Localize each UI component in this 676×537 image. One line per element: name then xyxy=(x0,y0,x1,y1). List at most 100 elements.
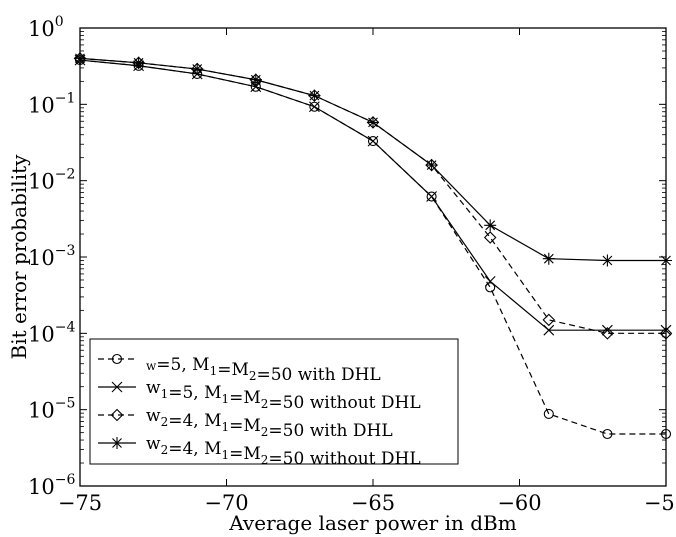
plot-marks xyxy=(73,52,673,440)
data-point xyxy=(542,252,555,265)
legend-label-part: 1 xyxy=(210,364,218,378)
legend-label-part: 2 xyxy=(261,397,269,411)
data-point xyxy=(426,191,437,202)
legend-label-part: 2 xyxy=(161,415,169,429)
legend-label-part: w xyxy=(146,359,157,373)
data-point xyxy=(132,56,145,69)
y-tick-base: 10 xyxy=(28,93,55,117)
legend-label-part: =4, M xyxy=(168,439,221,459)
legend-label-part: =5, M xyxy=(168,383,221,403)
legend-label-part: =M xyxy=(229,444,261,464)
legend-label: w2=4, M1=M2=50 without DHL xyxy=(146,434,421,469)
legend-label-part: =M xyxy=(229,416,261,436)
y-tick-base: 10 xyxy=(28,246,55,270)
x-axis-label: Average laser power in dBm xyxy=(228,511,516,535)
x-tick-label: −70 xyxy=(204,491,248,515)
y-tick-exponent: 0 xyxy=(55,14,64,30)
legend-marker xyxy=(111,437,123,449)
y-tick-exponent: −1 xyxy=(55,90,76,106)
legend-label: w=5, M1=M2=50 with DHL xyxy=(146,355,381,385)
legend-label-part: w xyxy=(146,378,161,398)
series-line xyxy=(79,59,666,331)
legend-entry: w2=4, M1=M2=50 with DHL xyxy=(98,406,393,441)
data-point xyxy=(426,191,437,202)
legend-label-part: =4, M xyxy=(168,411,221,431)
legend-marker xyxy=(110,408,124,422)
y-tick-label: 100 xyxy=(28,14,64,41)
data-point xyxy=(309,101,320,112)
legend-label-part: =M xyxy=(229,388,261,408)
y-tick-exponent: −2 xyxy=(55,167,76,183)
legend-label-part: 2 xyxy=(261,453,269,467)
data-point xyxy=(484,275,496,287)
data-point xyxy=(485,282,496,293)
data-point xyxy=(367,135,379,147)
legend-marker xyxy=(111,353,123,365)
y-tick-label: 10−5 xyxy=(28,396,75,423)
legend-marker xyxy=(111,381,123,393)
legend-label-part: 1 xyxy=(221,448,229,462)
legend-entry: w2=4, M1=M2=50 without DHL xyxy=(98,434,421,469)
x-tick-label: −60 xyxy=(497,491,541,515)
legend-label-part: =5, M xyxy=(156,355,209,375)
data-point xyxy=(425,159,438,172)
data-point xyxy=(542,313,556,327)
data-point xyxy=(309,101,320,113)
data-point xyxy=(249,73,262,86)
y-tick-exponent: −5 xyxy=(55,396,76,412)
data-point xyxy=(483,231,497,244)
legend-label-part: 1 xyxy=(221,420,229,434)
x-tick-label: −55 xyxy=(644,491,676,515)
y-tick-exponent: −6 xyxy=(55,472,76,488)
y-tick-base: 10 xyxy=(28,475,55,499)
legend-label-part: 2 xyxy=(261,425,269,439)
legend-label: w1=5, M1=M2=50 without DHL xyxy=(146,378,421,413)
data-point xyxy=(601,327,614,340)
legend-label-part: 2 xyxy=(249,369,257,383)
y-tick-base: 10 xyxy=(28,322,55,346)
data-point xyxy=(191,63,204,76)
y-tick-label: 10−2 xyxy=(28,167,75,194)
legend-box xyxy=(89,338,459,465)
y-tick-base: 10 xyxy=(28,17,55,41)
y-tick-label: 10−1 xyxy=(28,90,75,117)
y-tick-base: 10 xyxy=(28,170,55,194)
legend-label-part: =50 with DHL xyxy=(268,421,392,441)
y-tick-label: 10−3 xyxy=(28,243,75,270)
series-w1-with-dhl xyxy=(74,55,672,440)
y-tick-label: 10−6 xyxy=(28,472,75,499)
y-axis-label: Bit error probability xyxy=(7,154,31,360)
legend-label-part: w xyxy=(146,406,161,426)
y-tick-base: 10 xyxy=(28,399,55,423)
legend-label-part: =50 without DHL xyxy=(268,449,420,469)
legend-label-part: 1 xyxy=(161,387,169,401)
y-tick-label: 10−4 xyxy=(28,319,75,346)
legend-entry: w=5, M1=M2=50 with DHL xyxy=(98,353,381,385)
series-line xyxy=(79,57,666,334)
data-point xyxy=(308,89,321,102)
legend-label-part: =50 with DHL xyxy=(257,365,381,385)
data-point xyxy=(367,116,379,129)
series-w2-without-dhl xyxy=(74,52,672,267)
legend-label: w2=4, M1=M2=50 with DHL xyxy=(146,406,393,441)
series-w2-with-dhl xyxy=(73,52,673,340)
data-point xyxy=(543,408,554,419)
x-tick-label: −75 xyxy=(58,491,102,515)
legend-label-part: 1 xyxy=(221,392,229,406)
data-point xyxy=(601,254,614,267)
data-point xyxy=(367,136,379,147)
series-w1-without-dhl xyxy=(74,54,672,336)
series-line xyxy=(79,57,666,262)
legend-label-part: 2 xyxy=(161,443,169,457)
data-point xyxy=(484,219,497,232)
legend-entry: w1=5, M1=M2=50 without DHL xyxy=(98,378,421,413)
x-tick-label: −65 xyxy=(351,491,395,515)
y-tick-exponent: −4 xyxy=(55,319,76,335)
legend-label-part: =M xyxy=(217,360,249,380)
legend-label-part: w xyxy=(146,434,161,454)
y-tick-exponent: −3 xyxy=(55,243,76,259)
data-point xyxy=(543,324,555,336)
axis-ticks: −75−70−65−60−5510010−110−210−310−410−510… xyxy=(28,14,676,515)
